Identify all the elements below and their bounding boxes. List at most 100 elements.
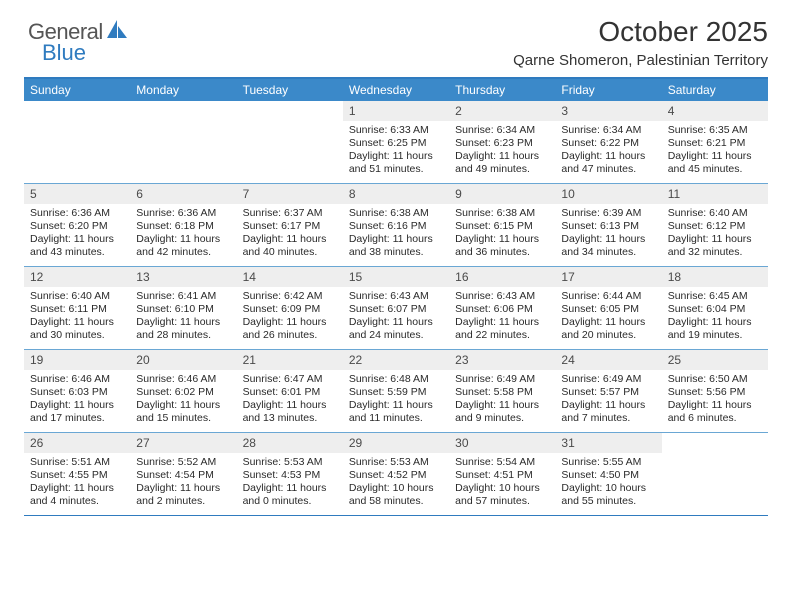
day-details: Sunrise: 6:36 AMSunset: 6:20 PMDaylight:… <box>24 204 130 264</box>
day-number: 7 <box>237 184 343 204</box>
day-cell <box>24 101 130 183</box>
day-cell: 14Sunrise: 6:42 AMSunset: 6:09 PMDayligh… <box>237 267 343 349</box>
day-details: Sunrise: 6:46 AMSunset: 6:02 PMDaylight:… <box>130 370 236 430</box>
day-details: Sunrise: 6:40 AMSunset: 6:12 PMDaylight:… <box>662 204 768 264</box>
day-details: Sunrise: 6:35 AMSunset: 6:21 PMDaylight:… <box>662 121 768 181</box>
day-details: Sunrise: 6:48 AMSunset: 5:59 PMDaylight:… <box>343 370 449 430</box>
day-details: Sunrise: 6:49 AMSunset: 5:58 PMDaylight:… <box>449 370 555 430</box>
day-number: 25 <box>662 350 768 370</box>
day-cell: 25Sunrise: 6:50 AMSunset: 5:56 PMDayligh… <box>662 350 768 432</box>
location: Qarne Shomeron, Palestinian Territory <box>24 52 768 69</box>
calendar-header-row: Sunday Monday Tuesday Wednesday Thursday… <box>24 79 768 101</box>
day-cell: 23Sunrise: 6:49 AMSunset: 5:58 PMDayligh… <box>449 350 555 432</box>
day-number: 23 <box>449 350 555 370</box>
dow-thursday: Thursday <box>449 79 555 101</box>
day-details: Sunrise: 6:38 AMSunset: 6:15 PMDaylight:… <box>449 204 555 264</box>
day-number: 19 <box>24 350 130 370</box>
day-number: 4 <box>662 101 768 121</box>
day-cell: 3Sunrise: 6:34 AMSunset: 6:22 PMDaylight… <box>555 101 661 183</box>
day-cell: 31Sunrise: 5:55 AMSunset: 4:50 PMDayligh… <box>555 433 661 515</box>
day-cell: 7Sunrise: 6:37 AMSunset: 6:17 PMDaylight… <box>237 184 343 266</box>
day-details: Sunrise: 5:51 AMSunset: 4:55 PMDaylight:… <box>24 453 130 513</box>
dow-wednesday: Wednesday <box>343 79 449 101</box>
day-number: 29 <box>343 433 449 453</box>
calendar-body: 1Sunrise: 6:33 AMSunset: 6:25 PMDaylight… <box>24 101 768 515</box>
day-cell: 9Sunrise: 6:38 AMSunset: 6:15 PMDaylight… <box>449 184 555 266</box>
calendar-week: 26Sunrise: 5:51 AMSunset: 4:55 PMDayligh… <box>24 432 768 515</box>
day-cell: 11Sunrise: 6:40 AMSunset: 6:12 PMDayligh… <box>662 184 768 266</box>
day-details: Sunrise: 6:49 AMSunset: 5:57 PMDaylight:… <box>555 370 661 430</box>
day-cell: 19Sunrise: 6:46 AMSunset: 6:03 PMDayligh… <box>24 350 130 432</box>
day-details: Sunrise: 6:41 AMSunset: 6:10 PMDaylight:… <box>130 287 236 347</box>
day-number: 28 <box>237 433 343 453</box>
day-cell: 18Sunrise: 6:45 AMSunset: 6:04 PMDayligh… <box>662 267 768 349</box>
day-number: 27 <box>130 433 236 453</box>
day-number: 26 <box>24 433 130 453</box>
day-details: Sunrise: 6:43 AMSunset: 6:06 PMDaylight:… <box>449 287 555 347</box>
day-number: 15 <box>343 267 449 287</box>
day-details: Sunrise: 5:53 AMSunset: 4:52 PMDaylight:… <box>343 453 449 513</box>
day-number: 30 <box>449 433 555 453</box>
day-details: Sunrise: 6:33 AMSunset: 6:25 PMDaylight:… <box>343 121 449 181</box>
header: October 2025 Qarne Shomeron, Palestinian… <box>24 16 768 69</box>
logo: General Blue <box>28 18 129 45</box>
day-details: Sunrise: 6:44 AMSunset: 6:05 PMDaylight:… <box>555 287 661 347</box>
logo-sail-icon <box>105 18 129 45</box>
day-number: 6 <box>130 184 236 204</box>
day-cell: 2Sunrise: 6:34 AMSunset: 6:23 PMDaylight… <box>449 101 555 183</box>
day-details: Sunrise: 6:47 AMSunset: 6:01 PMDaylight:… <box>237 370 343 430</box>
day-number: 20 <box>130 350 236 370</box>
day-number: 22 <box>343 350 449 370</box>
calendar-week: 12Sunrise: 6:40 AMSunset: 6:11 PMDayligh… <box>24 266 768 349</box>
day-number: 10 <box>555 184 661 204</box>
day-number: 17 <box>555 267 661 287</box>
day-number: 2 <box>449 101 555 121</box>
day-cell: 29Sunrise: 5:53 AMSunset: 4:52 PMDayligh… <box>343 433 449 515</box>
day-details: Sunrise: 5:52 AMSunset: 4:54 PMDaylight:… <box>130 453 236 513</box>
day-number: 31 <box>555 433 661 453</box>
day-cell: 28Sunrise: 5:53 AMSunset: 4:53 PMDayligh… <box>237 433 343 515</box>
day-details: Sunrise: 6:43 AMSunset: 6:07 PMDaylight:… <box>343 287 449 347</box>
day-number: 1 <box>343 101 449 121</box>
day-cell: 21Sunrise: 6:47 AMSunset: 6:01 PMDayligh… <box>237 350 343 432</box>
day-cell: 24Sunrise: 6:49 AMSunset: 5:57 PMDayligh… <box>555 350 661 432</box>
day-number: 24 <box>555 350 661 370</box>
day-cell: 12Sunrise: 6:40 AMSunset: 6:11 PMDayligh… <box>24 267 130 349</box>
day-cell: 13Sunrise: 6:41 AMSunset: 6:10 PMDayligh… <box>130 267 236 349</box>
day-cell: 15Sunrise: 6:43 AMSunset: 6:07 PMDayligh… <box>343 267 449 349</box>
calendar: Sunday Monday Tuesday Wednesday Thursday… <box>24 77 768 516</box>
day-details: Sunrise: 6:46 AMSunset: 6:03 PMDaylight:… <box>24 370 130 430</box>
day-cell: 27Sunrise: 5:52 AMSunset: 4:54 PMDayligh… <box>130 433 236 515</box>
day-number: 14 <box>237 267 343 287</box>
day-cell: 17Sunrise: 6:44 AMSunset: 6:05 PMDayligh… <box>555 267 661 349</box>
day-cell <box>237 101 343 183</box>
calendar-week: 5Sunrise: 6:36 AMSunset: 6:20 PMDaylight… <box>24 183 768 266</box>
day-cell <box>662 433 768 515</box>
day-cell: 5Sunrise: 6:36 AMSunset: 6:20 PMDaylight… <box>24 184 130 266</box>
day-number: 16 <box>449 267 555 287</box>
month-title: October 2025 <box>24 16 768 48</box>
dow-monday: Monday <box>130 79 236 101</box>
day-cell: 4Sunrise: 6:35 AMSunset: 6:21 PMDaylight… <box>662 101 768 183</box>
calendar-week: 1Sunrise: 6:33 AMSunset: 6:25 PMDaylight… <box>24 101 768 183</box>
day-details: Sunrise: 6:34 AMSunset: 6:22 PMDaylight:… <box>555 121 661 181</box>
day-details: Sunrise: 6:45 AMSunset: 6:04 PMDaylight:… <box>662 287 768 347</box>
day-cell: 1Sunrise: 6:33 AMSunset: 6:25 PMDaylight… <box>343 101 449 183</box>
day-cell: 16Sunrise: 6:43 AMSunset: 6:06 PMDayligh… <box>449 267 555 349</box>
dow-saturday: Saturday <box>662 79 768 101</box>
day-cell: 6Sunrise: 6:36 AMSunset: 6:18 PMDaylight… <box>130 184 236 266</box>
day-details: Sunrise: 6:39 AMSunset: 6:13 PMDaylight:… <box>555 204 661 264</box>
day-cell: 26Sunrise: 5:51 AMSunset: 4:55 PMDayligh… <box>24 433 130 515</box>
day-details: Sunrise: 6:37 AMSunset: 6:17 PMDaylight:… <box>237 204 343 264</box>
day-cell: 22Sunrise: 6:48 AMSunset: 5:59 PMDayligh… <box>343 350 449 432</box>
day-number: 13 <box>130 267 236 287</box>
day-cell <box>130 101 236 183</box>
day-cell: 8Sunrise: 6:38 AMSunset: 6:16 PMDaylight… <box>343 184 449 266</box>
day-cell: 20Sunrise: 6:46 AMSunset: 6:02 PMDayligh… <box>130 350 236 432</box>
logo-word-blue: Blue <box>42 40 86 66</box>
dow-tuesday: Tuesday <box>237 79 343 101</box>
day-details: Sunrise: 6:38 AMSunset: 6:16 PMDaylight:… <box>343 204 449 264</box>
day-number: 18 <box>662 267 768 287</box>
day-number: 3 <box>555 101 661 121</box>
day-details: Sunrise: 5:54 AMSunset: 4:51 PMDaylight:… <box>449 453 555 513</box>
